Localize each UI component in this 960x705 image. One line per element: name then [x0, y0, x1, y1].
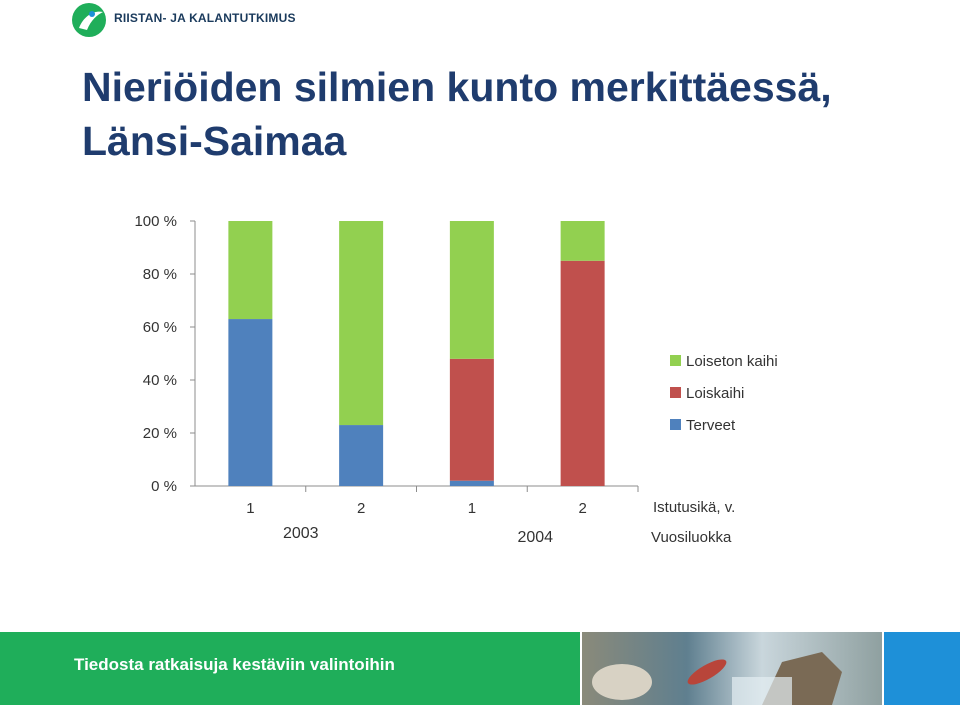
logo: RIISTAN- JA KALANTUTKIMUS: [70, 1, 310, 41]
stacked-bar-chart: 0 % 20 % 40 % 60 % 80 % 100 % 1 2 1 2 2003 2004 Istu…: [134, 213, 778, 546]
bar-segment: [449, 358, 494, 481]
y-tick-label: 20 %: [143, 425, 177, 442]
fish-shape: [687, 659, 727, 685]
bar-segment: [228, 221, 273, 320]
footer-accent: [884, 632, 960, 705]
bar-segment: [228, 319, 273, 486]
logo-text: RIISTAN- JA KALANTUTKIMUS: [114, 11, 296, 25]
title-line-2: Länsi-Saimaa: [82, 118, 347, 164]
legend-swatch: [670, 355, 681, 366]
legend-swatch: [670, 387, 681, 398]
legend-swatch: [670, 419, 681, 430]
x-axis-title: Istutusikä, v.: [653, 499, 735, 516]
y-tick-label: 60 %: [143, 319, 177, 336]
legend-label: Loiskaihi: [686, 385, 744, 402]
footer-photo-collage: [582, 632, 882, 705]
x-group-axis-title: Vuosiluokka: [651, 529, 732, 546]
x-group-label: 2004: [517, 529, 553, 546]
x-group-label: 2003: [283, 525, 319, 542]
x-tick-label: 1: [246, 500, 254, 517]
footer-tagline: Tiedosta ratkaisuja kestäviin valintoihi…: [74, 655, 395, 674]
title-line-1: Nieriöiden silmien kunto merkittäessä,: [82, 64, 832, 110]
x-tick-label: 1: [468, 500, 476, 517]
legend-label: Loiseton kaihi: [686, 353, 778, 370]
logo-icon: [72, 3, 106, 37]
y-tick-label: 80 %: [143, 266, 177, 283]
legend-label: Terveet: [686, 417, 736, 434]
bar-segment: [449, 221, 494, 359]
footer-bar: [0, 632, 580, 705]
bar-segment: [560, 260, 605, 486]
x-tick-label: 2: [357, 500, 365, 517]
y-tick-label: 40 %: [143, 372, 177, 389]
x-tick-label: 2: [578, 500, 586, 517]
animal-shape: [592, 664, 652, 700]
bar-segment: [449, 480, 494, 486]
bar-segment: [339, 221, 384, 426]
bar-segment: [560, 221, 605, 261]
y-tick-label: 0 %: [151, 478, 177, 495]
page-title: Nieriöiden silmien kunto merkittäessä, L…: [82, 60, 832, 168]
y-tick-label: 100 %: [134, 213, 177, 230]
bar-segment: [339, 425, 384, 486]
